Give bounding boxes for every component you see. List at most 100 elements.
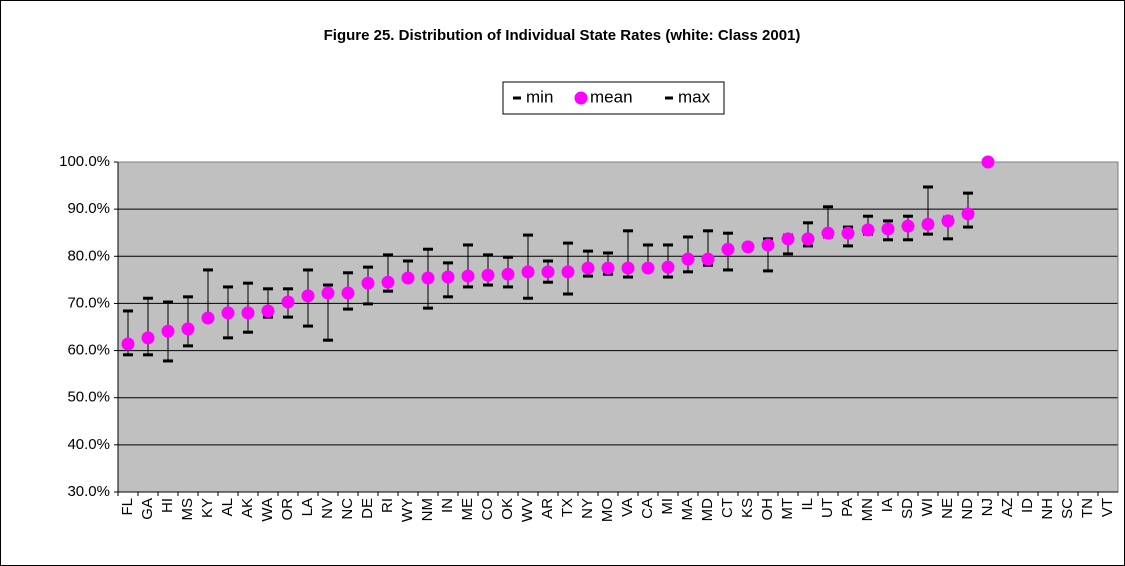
x-tick-label: NM xyxy=(419,498,436,521)
x-tick-label: SC xyxy=(1059,498,1076,519)
x-tick-label: ND xyxy=(959,498,976,520)
mean-marker xyxy=(161,324,175,338)
x-tick-label: KY xyxy=(199,498,216,518)
mean-marker xyxy=(341,286,355,300)
mean-marker xyxy=(521,265,535,279)
mean-marker xyxy=(121,337,135,351)
legend-swatch xyxy=(574,91,588,105)
x-tick-label: OK xyxy=(499,498,516,520)
x-tick-label: ME xyxy=(459,498,476,521)
mean-marker xyxy=(841,226,855,240)
x-tick-label: OH xyxy=(759,498,776,521)
mean-marker xyxy=(641,261,655,275)
legend-label: max xyxy=(678,87,711,106)
mean-marker xyxy=(421,271,435,285)
x-tick-label: PA xyxy=(839,498,856,517)
x-tick-label: NV xyxy=(319,498,336,519)
x-tick-label: CA xyxy=(639,498,656,519)
mean-marker xyxy=(201,311,215,325)
x-tick-label: HI xyxy=(159,498,176,513)
x-tick-label: MI xyxy=(659,498,676,515)
mean-marker xyxy=(281,295,295,309)
mean-marker xyxy=(581,261,595,275)
x-tick-label: FL xyxy=(119,498,136,516)
mean-marker xyxy=(981,155,995,169)
mean-marker xyxy=(501,267,515,281)
mean-marker xyxy=(461,269,475,283)
legend-box xyxy=(502,81,725,115)
mean-marker xyxy=(601,261,615,275)
mean-marker xyxy=(901,219,915,233)
mean-marker xyxy=(941,214,955,228)
x-tick-label: VA xyxy=(619,498,636,517)
y-tick-label: 90.0% xyxy=(67,200,110,217)
x-tick-label: ID xyxy=(1019,498,1036,513)
y-tick-label: 40.0% xyxy=(67,436,110,453)
mean-marker xyxy=(261,304,275,318)
mean-marker xyxy=(861,223,875,237)
mean-marker xyxy=(961,207,975,221)
mean-marker xyxy=(801,232,815,246)
mean-marker xyxy=(741,240,755,254)
x-tick-label: DE xyxy=(359,498,376,519)
mean-marker xyxy=(621,261,635,275)
mean-marker xyxy=(661,260,675,274)
legend-label: min xyxy=(526,87,553,106)
x-tick-label: CO xyxy=(479,498,496,521)
x-tick-label: MT xyxy=(779,498,796,520)
mean-marker xyxy=(181,322,195,336)
x-tick-label: OR xyxy=(279,498,296,521)
mean-marker xyxy=(921,217,935,231)
mean-marker xyxy=(681,252,695,266)
mean-marker xyxy=(381,275,395,289)
x-tick-label: IN xyxy=(439,498,456,513)
x-tick-label: GA xyxy=(139,498,156,520)
x-tick-label: MO xyxy=(599,498,616,522)
mean-marker xyxy=(761,238,775,252)
x-tick-label: CT xyxy=(719,498,736,518)
y-tick-label: 30.0% xyxy=(67,483,110,500)
y-tick-label: 80.0% xyxy=(67,247,110,264)
x-tick-label: TN xyxy=(1079,498,1096,518)
x-tick-label: RI xyxy=(379,498,396,513)
mean-marker xyxy=(481,268,495,282)
mean-marker xyxy=(821,226,835,240)
x-tick-label: IL xyxy=(799,498,816,511)
x-tick-label: WI xyxy=(919,498,936,516)
x-tick-label: MS xyxy=(179,498,196,521)
legend-label: mean xyxy=(590,87,633,106)
x-tick-label: KS xyxy=(739,498,756,518)
y-tick-label: 60.0% xyxy=(67,342,110,359)
x-tick-label: NE xyxy=(939,498,956,519)
chart-title: Figure 25. Distribution of Individual St… xyxy=(324,27,801,44)
y-tick-label: 70.0% xyxy=(67,294,110,311)
mean-marker xyxy=(721,242,735,256)
x-tick-label: MA xyxy=(679,498,696,521)
x-tick-label: MD xyxy=(699,498,716,521)
mean-marker xyxy=(301,289,315,303)
x-tick-label: WA xyxy=(259,498,276,522)
mean-marker xyxy=(401,271,415,285)
x-tick-label: VT xyxy=(1099,498,1116,517)
y-tick-label: 100.0% xyxy=(59,153,110,170)
x-tick-label: AR xyxy=(539,498,556,519)
x-tick-label: UT xyxy=(819,498,836,518)
mean-marker xyxy=(221,306,235,320)
mean-marker xyxy=(701,252,715,266)
x-tick-label: NC xyxy=(339,498,356,520)
mean-marker xyxy=(361,276,375,290)
mean-marker xyxy=(561,265,575,279)
x-tick-label: NH xyxy=(1039,498,1056,520)
x-tick-label: IA xyxy=(879,498,896,512)
mean-marker xyxy=(141,331,155,345)
x-tick-label: AL xyxy=(219,498,236,516)
mean-marker xyxy=(441,270,455,284)
x-tick-label: TX xyxy=(559,498,576,517)
x-tick-label: LA xyxy=(299,498,316,516)
x-tick-label: WV xyxy=(519,498,536,522)
mean-marker xyxy=(321,286,335,300)
x-tick-label: AZ xyxy=(999,498,1016,517)
x-tick-label: AK xyxy=(239,498,256,518)
mean-marker xyxy=(241,306,255,320)
